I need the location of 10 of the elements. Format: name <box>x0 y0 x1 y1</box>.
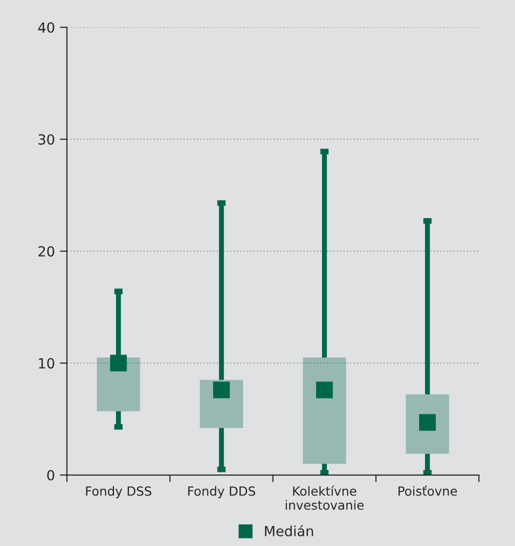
y-tick-label: 20 <box>38 246 54 257</box>
y-tick-label: 30 <box>38 134 54 145</box>
x-tick-label: Kolektívne investovanie <box>286 486 364 510</box>
x-tick-label: Fondy DDS <box>188 486 256 498</box>
y-tick-label: 0 <box>47 470 54 480</box>
x-tick-label: Fondy DSS <box>86 486 152 498</box>
x-tick-label: Poisťovne <box>398 486 457 496</box>
y-tick-label: 40 <box>38 22 54 33</box>
y-tick-label: 10 <box>38 358 54 369</box>
legend-label: Medián <box>265 525 313 536</box>
